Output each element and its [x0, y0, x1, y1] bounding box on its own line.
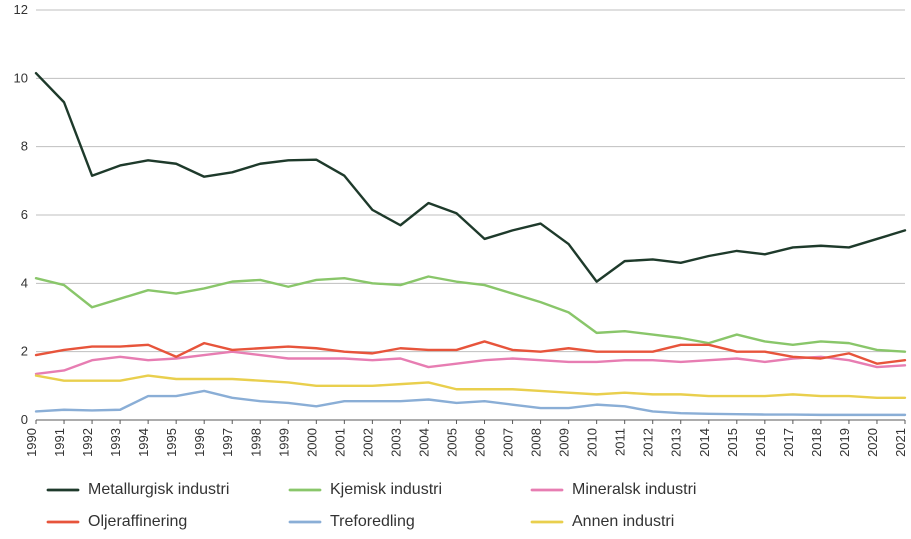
x-tick-label: 1999	[276, 428, 291, 457]
x-tick-label: 2010	[585, 428, 600, 457]
y-tick-label: 12	[14, 2, 28, 17]
x-tick-label: 1991	[52, 428, 67, 457]
x-tick-label: 2004	[416, 428, 431, 457]
x-tick-label: 2006	[473, 428, 488, 457]
x-tick-label: 1990	[24, 428, 39, 457]
legend-label: Oljeraffinering	[88, 513, 187, 530]
x-tick-label: 2002	[360, 428, 375, 457]
x-tick-label: 2009	[557, 428, 572, 457]
y-tick-label: 6	[21, 207, 28, 222]
x-tick-label: 2021	[893, 428, 908, 457]
x-tick-label: 1998	[248, 428, 263, 457]
x-tick-label: 2001	[332, 428, 347, 457]
x-tick-label: 2011	[613, 428, 628, 456]
y-tick-label: 4	[21, 275, 28, 290]
x-tick-label: 2000	[304, 428, 319, 457]
x-tick-label: 1996	[192, 428, 207, 457]
y-tick-label: 2	[21, 344, 28, 359]
x-tick-label: 2007	[501, 428, 516, 457]
x-tick-label: 2016	[753, 428, 768, 457]
legend-label: Metallurgisk industri	[88, 481, 229, 498]
y-tick-label: 0	[21, 412, 28, 427]
x-tick-label: 1997	[220, 428, 235, 457]
x-tick-label: 2017	[781, 428, 796, 457]
x-tick-label: 2005	[444, 428, 459, 457]
x-tick-label: 2018	[809, 428, 824, 457]
legend-label: Mineralsk industri	[572, 481, 696, 498]
x-tick-label: 1992	[80, 428, 95, 457]
x-tick-label: 1994	[136, 428, 151, 457]
y-tick-label: 10	[14, 70, 28, 85]
x-tick-label: 2020	[865, 428, 880, 457]
x-tick-label: 2019	[837, 428, 852, 457]
legend-label: Annen industri	[572, 513, 674, 530]
x-tick-label: 2014	[697, 428, 712, 457]
x-tick-label: 2003	[388, 428, 403, 457]
legend-label: Kjemisk industri	[330, 481, 442, 498]
y-tick-label: 8	[21, 139, 28, 154]
x-tick-label: 2008	[529, 428, 544, 457]
x-tick-label: 1995	[164, 428, 179, 457]
line-chart: 0 2 4 6 8 10 12 1990 1991 1992 1993 1994 1995 1996 199…	[0, 0, 911, 539]
x-tick-label: 2015	[725, 428, 740, 457]
x-tick-label: 2012	[641, 428, 656, 457]
chart-canvas: 0 2 4 6 8 10 12 1990 1991 1992 1993 1994 1995 1996 199…	[0, 0, 911, 539]
legend-label: Treforedling	[330, 513, 415, 530]
x-tick-label: 1993	[108, 428, 123, 457]
x-tick-label: 2013	[669, 428, 684, 457]
